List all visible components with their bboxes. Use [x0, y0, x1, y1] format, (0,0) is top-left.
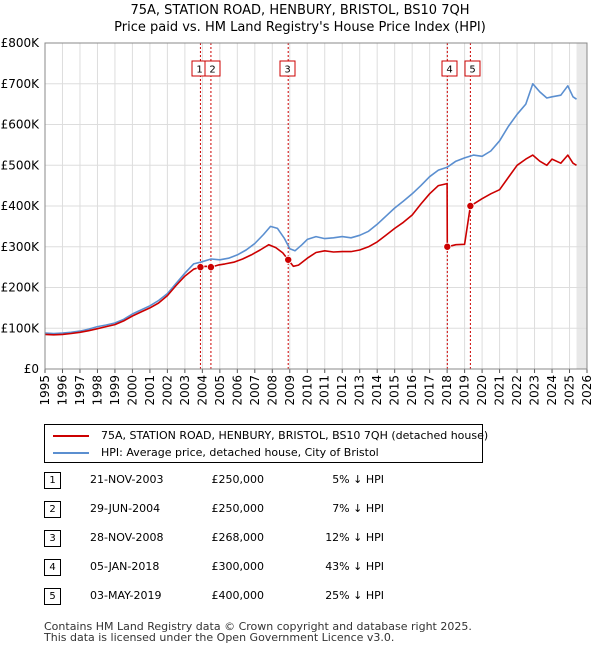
- y-tick-label: £400K: [1, 199, 41, 213]
- y-tick-label: £600K: [1, 118, 41, 132]
- x-tick-label: 2017: [423, 375, 437, 406]
- title-line-1: 75A, STATION ROAD, HENBURY, BRISTOL, BS1…: [130, 3, 470, 18]
- x-tick-label: 2019: [458, 375, 472, 406]
- sale-label-box: [464, 60, 481, 77]
- sale-label-number: 3: [284, 65, 290, 76]
- transaction-date: 29-JUN-2004: [90, 502, 161, 515]
- x-tick-label: 2011: [318, 375, 332, 406]
- sale-label-number: 4: [446, 65, 452, 76]
- footer: Contains HM Land Registry data © Crown c…: [44, 621, 472, 643]
- x-tick-label: 2020: [475, 375, 489, 406]
- x-tick-label: 2022: [510, 375, 524, 406]
- sale-point: [284, 255, 293, 264]
- sale-label-number: 1: [196, 65, 202, 76]
- table-row: 3 28-NOV-2008 £268,000 12% ↓ HPI: [44, 530, 544, 550]
- x-tick-label: 2009: [283, 375, 297, 406]
- legend-label-property: 75A, STATION ROAD, HENBURY, BRISTOL, BS1…: [101, 429, 489, 442]
- x-tick-label: 2023: [528, 375, 542, 406]
- transaction-price: £400,000: [211, 589, 265, 602]
- table-row: 5 03-MAY-2019 £400,000 25% ↓ HPI: [44, 588, 544, 608]
- chart-title: 75A, STATION ROAD, HENBURY, BRISTOL, BS1…: [0, 2, 600, 36]
- y-tick-label: £200K: [1, 281, 41, 295]
- x-tick-label: 2012: [335, 375, 349, 406]
- y-tick-label: £100K: [1, 321, 41, 335]
- x-tick-label: 2007: [248, 375, 262, 406]
- transaction-hpi-diff: 5% ↓ HPI: [332, 473, 384, 486]
- transaction-number: 2: [44, 501, 61, 518]
- transaction-price: £300,000: [211, 560, 265, 573]
- plot-frame: [44, 42, 588, 370]
- x-tick-label: 1996: [55, 375, 69, 406]
- x-tick-label: 2015: [388, 375, 402, 406]
- transaction-price: £250,000: [211, 502, 265, 515]
- footer-line-1: Contains HM Land Registry data © Crown c…: [44, 620, 472, 633]
- y-tick-label: £300K: [1, 240, 41, 254]
- sale-label-number: 2: [209, 65, 215, 76]
- x-tick-label: 2006: [230, 375, 244, 406]
- x-tick-label: 2010: [300, 375, 314, 406]
- x-tick-label: 2013: [353, 375, 367, 406]
- x-tick-label: 2004: [195, 375, 209, 406]
- x-tick-label: 2002: [160, 375, 174, 406]
- x-tick-label: 1999: [108, 375, 122, 406]
- legend-swatch-hpi: [53, 452, 89, 454]
- x-tick-label: 1998: [90, 375, 104, 406]
- x-tick-label: 2025: [563, 375, 577, 406]
- sale-label-number: 5: [469, 65, 475, 76]
- legend-swatch-property: [53, 435, 89, 437]
- x-tick-label: 2000: [125, 375, 139, 406]
- transaction-date: 28-NOV-2008: [90, 531, 164, 544]
- x-tick-label: 2014: [370, 375, 384, 406]
- sale-label-box: [441, 60, 458, 77]
- transaction-hpi-diff: 43% ↓ HPI: [325, 560, 384, 573]
- sale-point: [466, 201, 475, 210]
- x-tick-label: 1997: [73, 375, 87, 406]
- price-chart: £0 £100K £200K £300K £400K £500K £600K £700K £80…: [1, 36, 594, 406]
- x-tick-label: 2018: [440, 375, 454, 406]
- transaction-date: 21-NOV-2003: [90, 473, 164, 486]
- table-row: 2 29-JUN-2004 £250,000 7% ↓ HPI: [44, 501, 544, 521]
- x-tick-label: 2016: [405, 375, 419, 406]
- x-tick-label: 1995: [38, 375, 52, 406]
- transaction-date: 05-JAN-2018: [90, 560, 160, 573]
- transaction-hpi-diff: 7% ↓ HPI: [332, 502, 384, 515]
- title-line-2: Price paid vs. HM Land Registry's House …: [114, 20, 486, 35]
- x-tick-label: 2021: [493, 375, 507, 406]
- sale-point: [443, 242, 452, 251]
- transaction-price: £268,000: [211, 531, 265, 544]
- sale-label-box: [279, 60, 296, 77]
- transaction-date: 03-MAY-2019: [90, 589, 162, 602]
- table-row: 4 05-JAN-2018 £300,000 43% ↓ HPI: [44, 559, 544, 579]
- transaction-hpi-diff: 12% ↓ HPI: [325, 531, 384, 544]
- sale-point: [196, 263, 205, 272]
- y-tick-label: £0: [24, 362, 39, 376]
- x-tick-label: 2001: [143, 375, 157, 406]
- transaction-hpi-diff: 25% ↓ HPI: [325, 589, 384, 602]
- transaction-number: 4: [44, 559, 61, 576]
- x-tick-label: 2026: [580, 375, 594, 406]
- legend-label-hpi: HPI: Average price, detached house, City…: [101, 446, 379, 459]
- y-tick-label: £500K: [1, 158, 41, 172]
- table-row: 1 21-NOV-2003 £250,000 5% ↓ HPI: [44, 472, 544, 492]
- sale-point: [206, 263, 215, 272]
- legend: 75A, STATION ROAD, HENBURY, BRISTOL, BS1…: [44, 424, 488, 463]
- y-tick-label: £700K: [1, 77, 41, 91]
- x-tick-label: 2024: [545, 375, 559, 406]
- x-tick-label: 2005: [213, 375, 227, 406]
- sale-label-box: [204, 60, 221, 77]
- hpi-line: [44, 83, 577, 335]
- transaction-number: 1: [44, 472, 61, 489]
- x-tick-label: 2003: [178, 375, 192, 406]
- transaction-number: 5: [44, 588, 61, 605]
- transaction-number: 3: [44, 530, 61, 547]
- transaction-price: £250,000: [211, 473, 265, 486]
- x-tick-label: 2008: [265, 375, 279, 406]
- footer-line-2: This data is licensed under the Open Gov…: [44, 631, 395, 644]
- y-tick-label: £800K: [1, 36, 41, 50]
- property-price-line: [44, 154, 577, 336]
